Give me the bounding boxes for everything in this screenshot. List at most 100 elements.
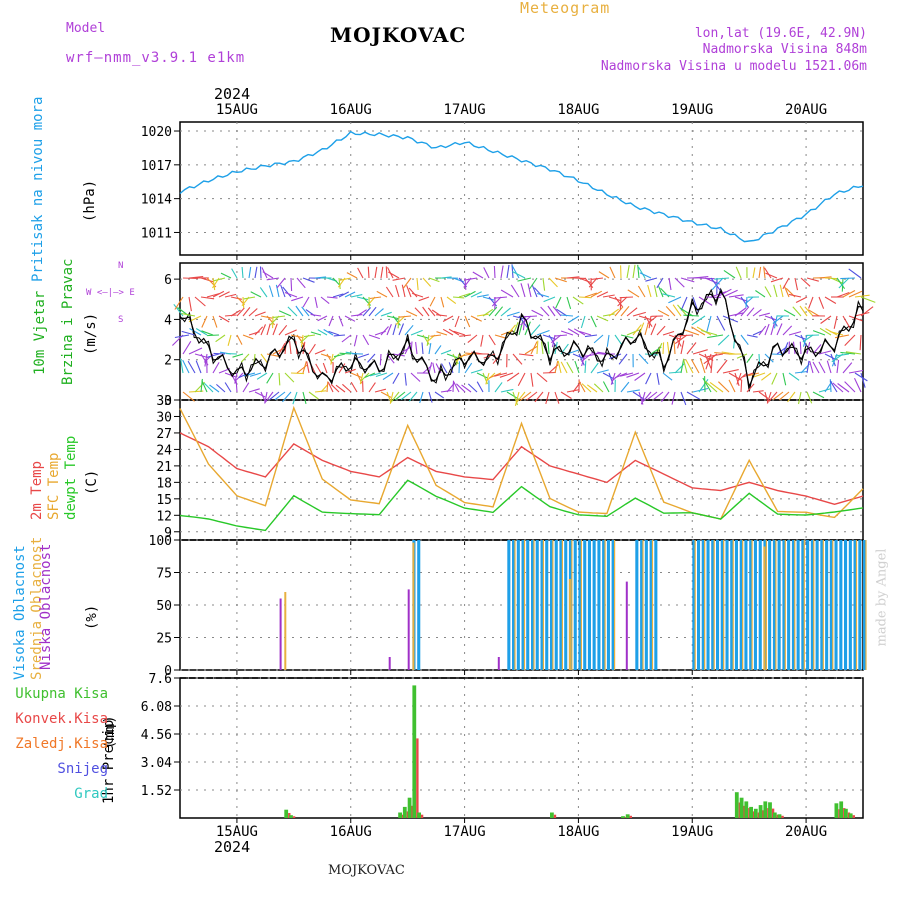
wind-arrow: [429, 296, 436, 307]
precip-bar: [734, 792, 739, 818]
wind-arrow: [346, 272, 358, 279]
wind-arrow: [758, 325, 767, 336]
cloud-high-bar: [697, 540, 701, 670]
wind-arrow: [812, 391, 825, 399]
wind-arrow: [722, 315, 739, 323]
day-label-top: 20AUG: [785, 102, 827, 118]
wind-arrow: [480, 334, 484, 347]
wind-arrow: [320, 383, 329, 393]
wind-arrow: [740, 379, 743, 393]
wind-arrow: [303, 334, 316, 338]
wind-arrow: [368, 306, 377, 317]
cloud-high-bar: [592, 540, 596, 670]
wind-arrow: [854, 372, 868, 382]
wind-arrow: [326, 296, 338, 299]
cloud-mid-bar: [514, 540, 516, 670]
wind-arrow: [322, 362, 328, 374]
precip-bar: [763, 801, 768, 818]
wind-arrow: [608, 308, 620, 317]
wind-arrow: [289, 340, 292, 355]
cloud-high-bar: [635, 540, 639, 670]
day-label-top: 19AUG: [671, 102, 713, 118]
wind-arrow: [620, 334, 634, 339]
wind-arrow: [386, 315, 399, 320]
wind-arrow: [533, 287, 544, 298]
wind-arrow: [610, 372, 616, 385]
wind-arrow: [684, 329, 700, 336]
wind-arrow: [674, 277, 685, 288]
cloud-mid-bar: [533, 540, 535, 670]
wind-arrow: [640, 391, 646, 405]
wind-arrow: [609, 266, 616, 279]
wind-arrow: [716, 288, 732, 298]
wind-arrow: [350, 381, 358, 393]
wind-arrow: [341, 334, 352, 343]
wind-arrow: [308, 391, 319, 400]
precip-conv-bar: [416, 738, 419, 818]
wind-arrow: [740, 296, 749, 308]
wind-arrow: [834, 353, 850, 357]
wind-arrow: [783, 309, 796, 317]
wind-arrow: [218, 291, 230, 298]
precip-bar: [739, 797, 744, 818]
wind-arrow: [540, 341, 544, 355]
wind-arrow: [531, 284, 538, 298]
wind-arrow: [254, 391, 266, 398]
wind-arrow: [590, 290, 603, 298]
cloud-high-bar: [853, 540, 857, 670]
wind-arrow: [314, 276, 327, 279]
wind-arrow: [772, 315, 784, 324]
cloud-high-bar: [839, 540, 843, 670]
wind-arrow: [723, 269, 736, 279]
wind-arrow: [778, 391, 790, 401]
wind-arrow: [234, 372, 238, 384]
wind-panel: 0 2 4 6: [164, 262, 864, 409]
pressure-ytick-label: 1017: [141, 159, 172, 174]
wind-arrow: [458, 361, 461, 374]
wind-arrow: [761, 372, 772, 381]
legend-snow: Snijeg: [57, 761, 108, 777]
cloud-high-bar: [535, 540, 539, 670]
wind-arrow: [506, 391, 519, 400]
model-name: wrf—nmm_v3.9.1 e1km: [66, 50, 246, 66]
wind-arrow: [792, 306, 802, 317]
wind-arrow: [295, 305, 304, 317]
wind-arrow: [213, 352, 226, 355]
wind-arrow: [838, 277, 850, 289]
wind-arrow: [500, 265, 504, 279]
wind-arrow: [844, 381, 856, 393]
wind-arrow: [389, 391, 394, 404]
wind-arrow: [380, 311, 392, 317]
wind-arrow: [266, 315, 276, 326]
wind-arrow: [752, 308, 762, 317]
wind-arrow: [488, 306, 498, 317]
wind-arrow: [673, 340, 676, 355]
wind-arrow: [392, 353, 405, 357]
wind-arrow: [836, 277, 846, 290]
cloud-high-bar: [791, 540, 795, 670]
wind-arrow: [278, 324, 288, 336]
wind-arrow: [819, 327, 832, 336]
wind-arrow: [254, 326, 264, 336]
wind-arrow: [411, 292, 424, 298]
wind-arrow: [714, 352, 730, 355]
wind-arrow: [500, 307, 511, 317]
cloud-high-bar: [820, 540, 824, 670]
precipitation-frame: [179, 677, 864, 819]
wind-arrow: [842, 315, 851, 329]
wind-arrow: [442, 328, 454, 336]
wind-arrow: [448, 328, 460, 336]
wind-arrow: [537, 292, 550, 298]
wind-arrow: [619, 372, 634, 377]
cloud-high-bar: [711, 540, 715, 670]
wind-arrow: [302, 296, 310, 308]
wind-arrow: [590, 315, 597, 328]
wind-arrow: [367, 266, 370, 279]
wind-arrow: [680, 359, 685, 374]
cloud-bars: [279, 540, 867, 670]
footer-station: MOJKOVAC: [328, 863, 405, 878]
wind-arrow: [464, 290, 476, 298]
wind-arrow: [848, 268, 862, 279]
temperature-ytick-label: 9: [164, 526, 172, 541]
wind-arrow: [859, 334, 862, 351]
